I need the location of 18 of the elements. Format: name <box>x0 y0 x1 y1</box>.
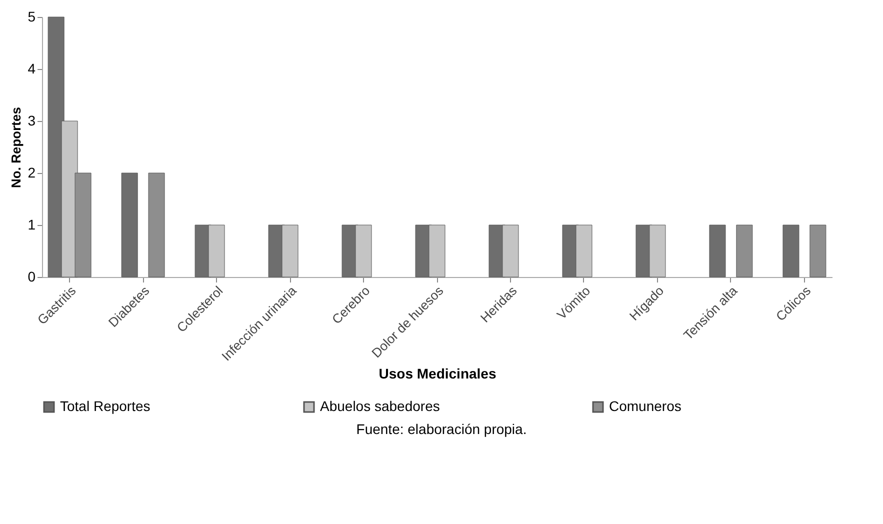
y-tick-label: 4 <box>28 60 36 76</box>
source-note: Fuente: elaboración propia. <box>355 421 528 437</box>
bar <box>782 224 800 278</box>
bar <box>121 172 138 278</box>
y-axis-title: No. Reportes <box>8 107 24 188</box>
y-tick-label: 2 <box>28 164 36 180</box>
legend-label: Abuelos sabedores <box>320 398 440 414</box>
y-tick-label: 5 <box>28 8 36 24</box>
legend-label: Comuneros <box>609 398 682 414</box>
y-tick-label: 1 <box>28 216 36 232</box>
y-tick-label: 0 <box>28 268 36 284</box>
y-tick-label: 3 <box>28 112 36 128</box>
legend-label: Total Reportes <box>60 398 150 414</box>
bar <box>709 224 726 278</box>
x-axis-title: Usos Medicinales <box>378 366 496 382</box>
bar <box>148 172 165 278</box>
bar <box>736 224 753 278</box>
bar <box>810 224 826 278</box>
